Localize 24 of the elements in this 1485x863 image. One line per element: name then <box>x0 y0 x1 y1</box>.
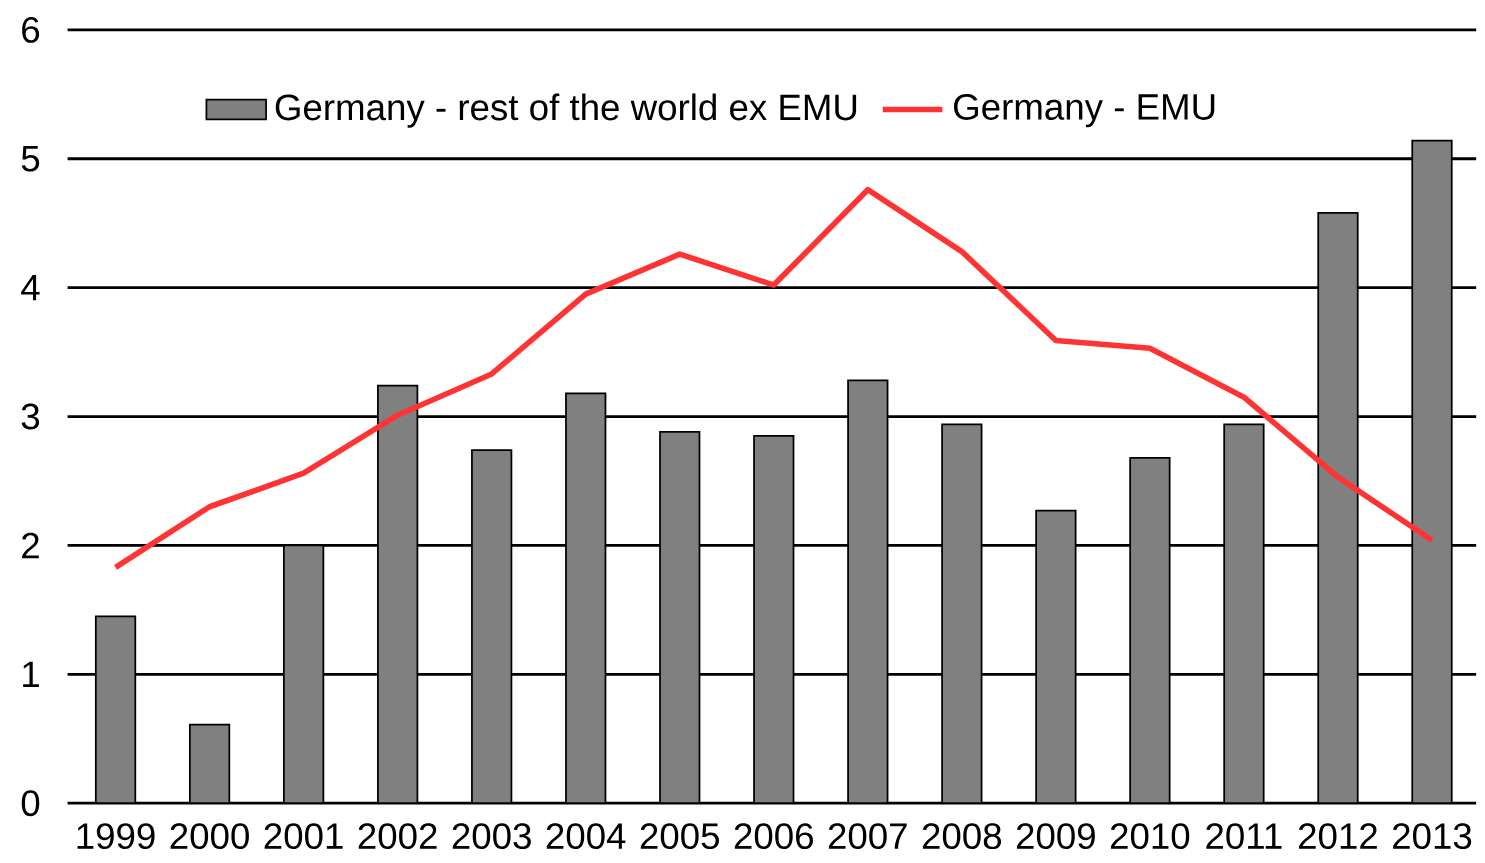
x-tick-label: 2010 <box>1110 823 1190 850</box>
x-tick-label: 2006 <box>734 823 813 850</box>
legend-label: Germany - EMU <box>954 94 1215 128</box>
x-tick-label: 2002 <box>358 823 437 850</box>
y-tick-label: 1 <box>23 661 39 687</box>
x-tick-label: 2008 <box>922 823 1002 850</box>
x-tick-label: 2003 <box>452 823 531 850</box>
y-tick-label: 3 <box>21 403 40 430</box>
x-tick-label: 2012 <box>1299 823 1377 850</box>
y-tick-label: 5 <box>21 146 40 172</box>
x-tick-label: 1999 <box>77 823 155 850</box>
x-tick-label: 2000 <box>170 823 249 850</box>
y-tick-label: 2 <box>22 532 39 559</box>
y-tick-label: 0 <box>21 790 40 817</box>
x-tick-label: 2004 <box>546 823 626 850</box>
y-tick-label: 6 <box>22 16 40 43</box>
x-tick-label: 2013 <box>1393 823 1472 850</box>
y-tick-label: 4 <box>21 275 40 301</box>
x-tick-label: 2011 <box>1206 823 1282 850</box>
x-tick-label: 2007 <box>828 823 907 850</box>
x-tick-label: 2009 <box>1016 823 1095 850</box>
x-tick-label: 2005 <box>640 823 719 850</box>
legend-label: Germany - rest of the world ex EMU <box>275 93 857 128</box>
x-tick-label: 2001 <box>264 823 343 850</box>
